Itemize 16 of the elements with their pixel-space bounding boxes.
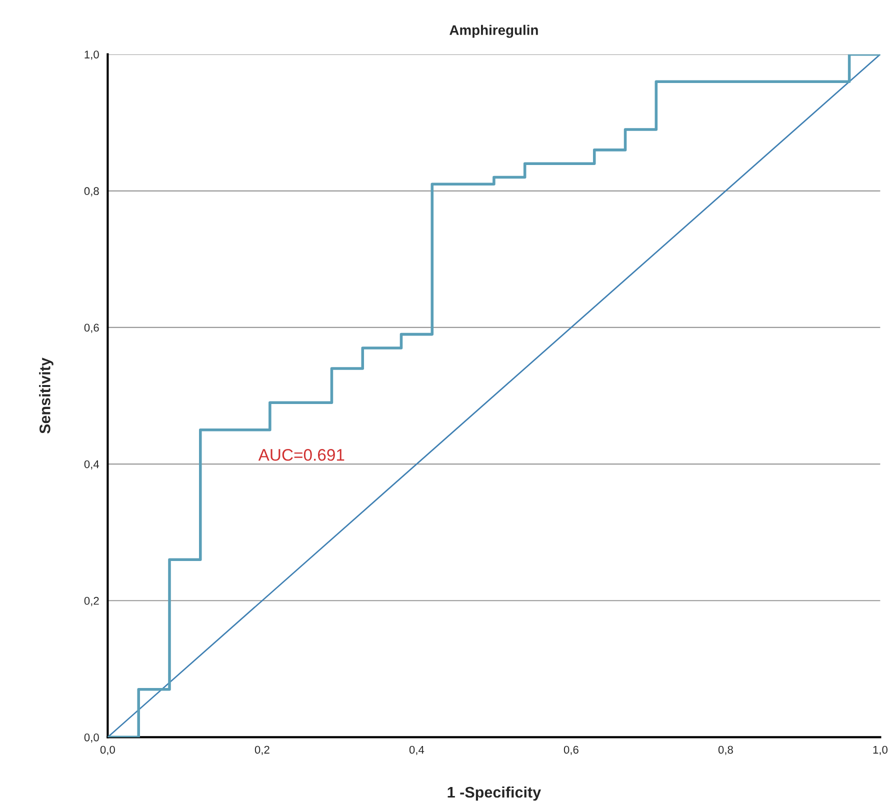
x-tick-label: 0,6 <box>564 746 578 756</box>
x-tick-label: 0,8 <box>718 746 733 756</box>
annotation: AUC=0.691 <box>258 449 344 461</box>
y-tick-label: 0,4 <box>84 460 100 470</box>
y-tick-label: 1,0 <box>84 50 99 60</box>
y-tick-label: 0,6 <box>84 324 99 333</box>
y-axis-title: Sensitivity <box>39 358 54 434</box>
y-tick-label: 0,8 <box>84 187 99 196</box>
chart-title: Amphiregulin <box>450 24 538 38</box>
x-tick-label: 0,4 <box>409 746 424 756</box>
y-tick-label: 0,2 <box>84 596 99 606</box>
x-tick-label: 0,0 <box>100 746 115 756</box>
x-axis-title: 1 -Specificity <box>448 786 541 801</box>
x-tick-label: 0,2 <box>254 746 270 756</box>
x-tick-label: 1,0 <box>873 746 888 756</box>
y-tick-label: 0,0 <box>84 733 99 743</box>
